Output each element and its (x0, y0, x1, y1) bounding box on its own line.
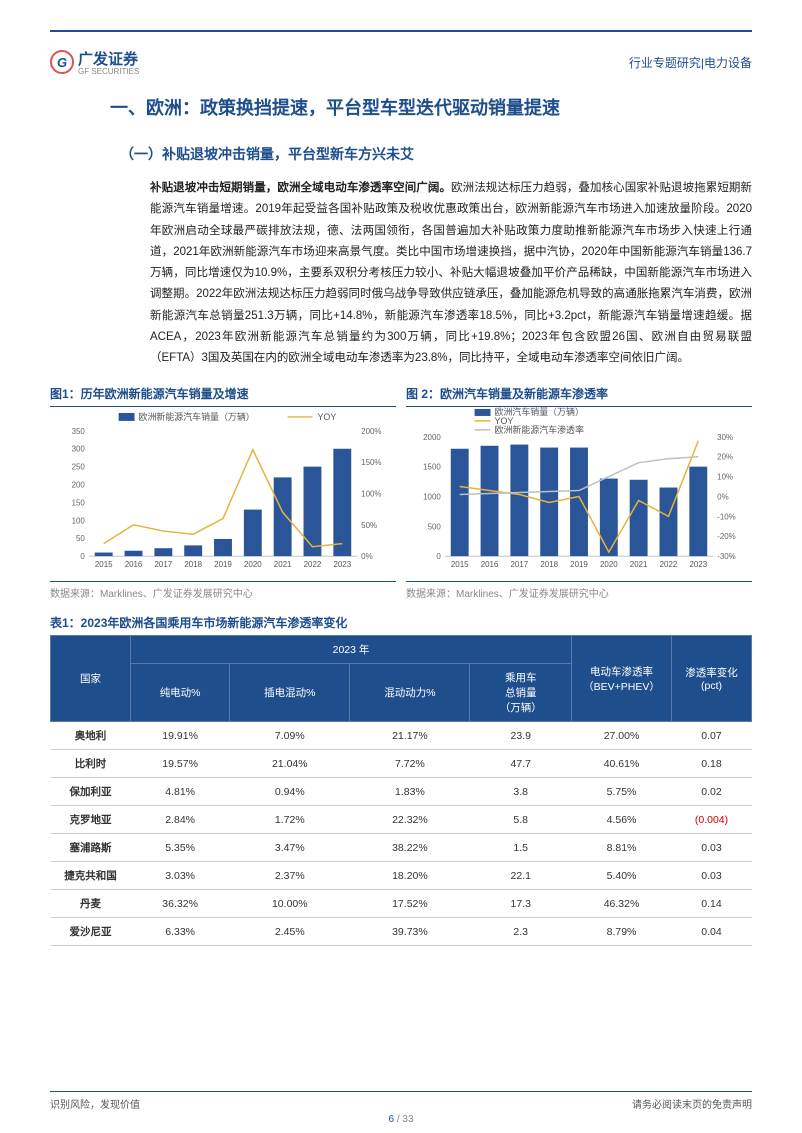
svg-text:350: 350 (72, 427, 86, 436)
svg-text:2015: 2015 (95, 560, 113, 569)
svg-text:30%: 30% (717, 433, 733, 442)
svg-text:50: 50 (76, 535, 85, 544)
table-row: 比利时19.57%21.04%7.72%47.740.61%0.18 (51, 750, 752, 778)
logo: G 广发证券 GF SECURITIES (50, 48, 139, 76)
page-number: 6 / 33 (0, 1114, 802, 1125)
svg-text:2015: 2015 (451, 560, 469, 569)
svg-text:200%: 200% (361, 427, 381, 436)
chart-1-title: 图1：历年欧洲新能源汽车销量及增速 (50, 385, 396, 402)
svg-text:300: 300 (72, 445, 86, 454)
svg-text:2022: 2022 (304, 560, 322, 569)
logo-text: 广发证券 (78, 48, 139, 69)
svg-text:150: 150 (72, 499, 86, 508)
svg-text:2023: 2023 (689, 560, 707, 569)
svg-text:2018: 2018 (184, 560, 202, 569)
table-title: 表1：2023年欧洲各国乘用车市场新能源汽车渗透率变化 (50, 614, 752, 631)
svg-text:100: 100 (72, 517, 86, 526)
svg-text:10%: 10% (717, 473, 733, 482)
svg-text:2020: 2020 (600, 560, 618, 569)
svg-text:1500: 1500 (423, 463, 441, 472)
svg-text:2016: 2016 (125, 560, 143, 569)
chart-2-svg: 欧洲汽车销量（万辆）YOY欧洲新能源汽车渗透率0500100015002000-… (406, 406, 752, 576)
footer-left: 识别风险，发现价值 (50, 1096, 140, 1111)
svg-text:1000: 1000 (423, 493, 441, 502)
svg-text:2023: 2023 (333, 560, 351, 569)
body-rest: 欧洲法规达标压力趋弱，叠加核心国家补贴退坡拖累短期新能源汽车销量增速。2019年… (150, 182, 752, 364)
chart-2: 图 2：欧洲汽车销量及新能源车渗透率 欧洲汽车销量（万辆）YOY欧洲新能源汽车渗… (406, 385, 752, 600)
chart-1-source: 数据来源：Marklines、广发证券发展研究中心 (50, 581, 396, 600)
svg-text:-10%: -10% (717, 513, 736, 522)
svg-text:2017: 2017 (155, 560, 173, 569)
svg-text:2018: 2018 (540, 560, 558, 569)
svg-text:100%: 100% (361, 490, 381, 499)
table-row: 塞浦路斯5.35%3.47%38.22%1.58.81%0.03 (51, 834, 752, 862)
logo-sub: GF SECURITIES (78, 67, 139, 76)
svg-text:2017: 2017 (511, 560, 529, 569)
chart-1: 图1：历年欧洲新能源汽车销量及增速 欧洲新能源汽车销量（万辆） YOY 0 50 100… (50, 385, 396, 600)
svg-text:50%: 50% (361, 521, 377, 530)
table-row: 捷克共和国3.03%2.37%18.20%22.15.40%0.03 (51, 862, 752, 890)
svg-text:2021: 2021 (630, 560, 648, 569)
svg-text:200: 200 (72, 481, 86, 490)
svg-text:0: 0 (80, 552, 85, 561)
page-footer: 识别风险，发现价值 请务必阅读末页的免责声明 (50, 1091, 752, 1111)
svg-text:2021: 2021 (274, 560, 292, 569)
svg-text:0%: 0% (361, 552, 372, 561)
svg-text:欧洲新能源汽车渗透率: 欧洲新能源汽车渗透率 (495, 424, 584, 435)
svg-text:150%: 150% (361, 459, 381, 468)
svg-text:500: 500 (428, 523, 442, 532)
svg-text:欧洲新能源汽车销量（万辆）: 欧洲新能源汽车销量（万辆） (139, 411, 255, 422)
subsection-heading: （一）补贴退坡冲击销量，平台型新车方兴未艾 (120, 144, 752, 164)
table-row: 克罗地亚2.84%1.72%22.32%5.84.56%(0.004) (51, 806, 752, 834)
svg-text:-30%: -30% (717, 552, 736, 561)
chart-1-svg: 欧洲新能源汽车销量（万辆） YOY 0 50 100 150 200 250 300 350 0% 5… (50, 406, 396, 576)
svg-text:0: 0 (436, 552, 441, 561)
section-heading: 一、欧洲：政策换挡提速，平台型车型迭代驱动销量提速 (110, 94, 752, 120)
table-row: 爱沙尼亚6.33%2.45%39.73%2.38.79%0.04 (51, 918, 752, 946)
chart-2-source: 数据来源：Marklines、广发证券发展研究中心 (406, 581, 752, 600)
svg-text:2020: 2020 (244, 560, 262, 569)
logo-icon: G (50, 50, 74, 74)
table-row: 丹麦36.32%10.00%17.52%17.346.32%0.14 (51, 890, 752, 918)
svg-text:-20%: -20% (717, 533, 736, 542)
header-category: 行业专题研究|电力设备 (629, 54, 752, 71)
svg-text:20%: 20% (717, 453, 733, 462)
svg-text:2016: 2016 (481, 560, 499, 569)
svg-text:YOY: YOY (317, 412, 336, 422)
footer-right: 请务必阅读末页的免责声明 (632, 1096, 752, 1111)
svg-text:2022: 2022 (660, 560, 678, 569)
svg-text:2000: 2000 (423, 433, 441, 442)
svg-text:2019: 2019 (214, 560, 232, 569)
lead-bold: 补贴退坡冲击短期销量，欧洲全域电动车渗透率空间广阔。 (150, 182, 451, 194)
svg-text:0%: 0% (717, 493, 728, 502)
body-paragraph: 补贴退坡冲击短期销量，欧洲全域电动车渗透率空间广阔。欧洲法规达标压力趋弱，叠加核… (150, 178, 752, 369)
page-header: G 广发证券 GF SECURITIES 行业专题研究|电力设备 (50, 48, 752, 76)
chart-2-title: 图 2：欧洲汽车销量及新能源车渗透率 (406, 385, 752, 402)
table-row: 奥地利19.91%7.09%21.17%23.927.00%0.07 (51, 722, 752, 750)
svg-text:2019: 2019 (570, 560, 588, 569)
svg-text:250: 250 (72, 463, 86, 472)
table-row: 保加利亚4.81%0.94%1.83%3.85.75%0.02 (51, 778, 752, 806)
data-table: 国家2023 年电动车渗透率（BEV+PHEV）渗透率变化(pct)纯电动%插电… (50, 635, 752, 946)
